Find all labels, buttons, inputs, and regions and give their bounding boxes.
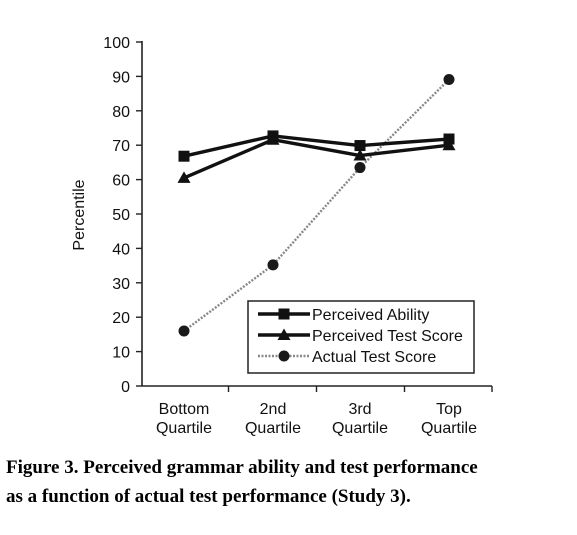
data-point [442, 138, 456, 151]
caption-line-2: as a function of actual test performance… [6, 486, 411, 507]
x-tick-label: Quartile [332, 420, 388, 437]
y-tick-label: 50 [112, 207, 130, 224]
legend-label: Perceived Ability [312, 307, 429, 324]
y-tick-label: 0 [121, 379, 130, 396]
y-tick-label: 30 [112, 276, 130, 293]
legend-marker [278, 350, 290, 362]
y-tick-label: 60 [112, 173, 130, 190]
caption-line-1: Figure 3. Perceived grammar ability and … [6, 457, 478, 478]
series-line [183, 134, 450, 158]
chart: Percentile 0 10 20 30 40 50 60 70 80 90 100 Bottom Q… [71, 35, 493, 437]
data-point [354, 140, 366, 152]
data-point [354, 162, 366, 174]
x-tick-label: 2nd [260, 401, 287, 418]
x-tick-label: Quartile [421, 420, 477, 437]
legend-marker [277, 328, 291, 340]
data-point [353, 149, 367, 161]
y-tick-label: 90 [112, 69, 130, 86]
data-point [266, 133, 280, 145]
y-tick-label: 40 [112, 241, 130, 258]
x-tick-label: 3rd [348, 401, 371, 418]
legend-label: Actual Test Score [312, 349, 436, 366]
data-point [178, 150, 190, 162]
y-axis-title: Percentile [71, 179, 88, 250]
y-tick-label: 70 [112, 138, 130, 155]
x-tick-label: Quartile [156, 420, 212, 437]
data-point [177, 171, 191, 183]
x-tick-label: Top [436, 401, 462, 418]
legend-label: Perceived Test Score [312, 328, 463, 345]
data-point [267, 259, 279, 271]
data-point [178, 325, 190, 337]
figure-caption: Figure 3. Perceived grammar ability and … [6, 453, 574, 511]
x-tick-label: Quartile [245, 420, 301, 437]
y-tick-label: 20 [112, 310, 130, 327]
y-tick-label: 10 [112, 345, 130, 362]
legend-marker [278, 308, 290, 320]
x-tick-label: Bottom [159, 401, 210, 418]
y-tick-label: 100 [103, 35, 130, 52]
y-tick-label: 80 [112, 104, 130, 121]
series-line [183, 78, 450, 332]
data-point [443, 73, 455, 85]
series-line [183, 137, 450, 180]
